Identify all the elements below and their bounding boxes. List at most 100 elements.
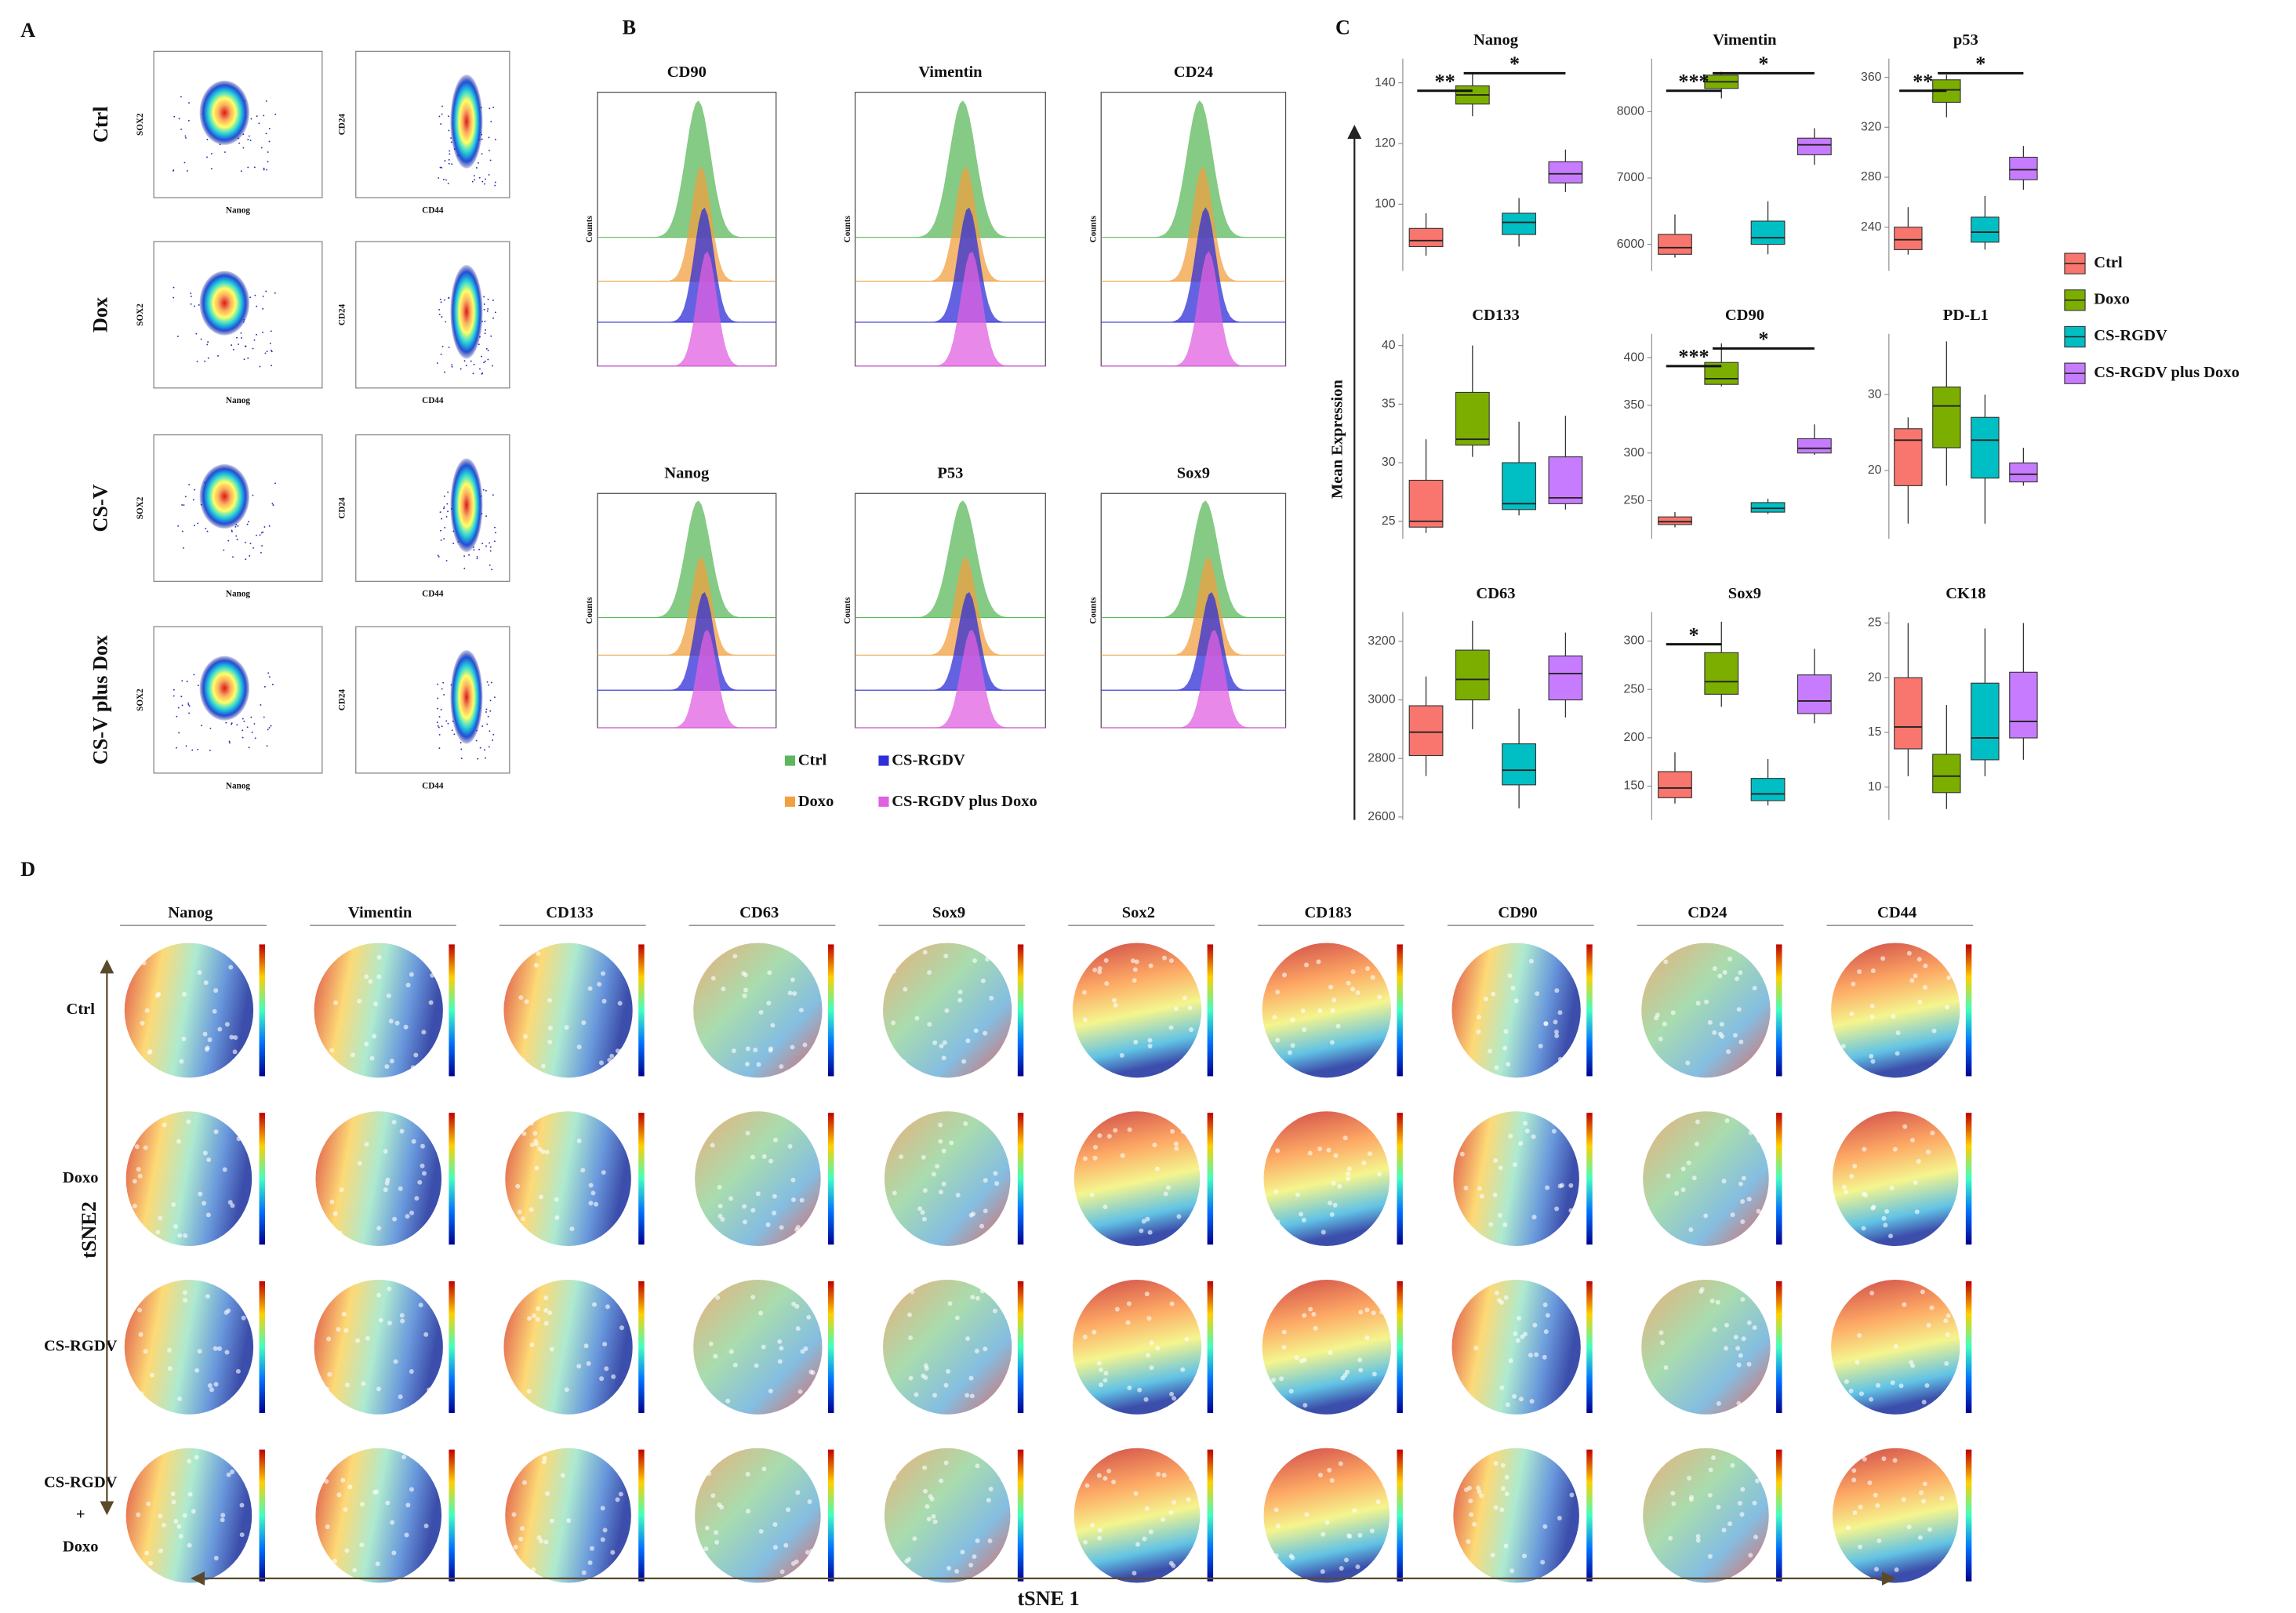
tsne-speck xyxy=(531,1567,536,1572)
tsne-speck xyxy=(1301,1217,1306,1222)
tsne-speck xyxy=(786,1507,791,1513)
tsne-speck xyxy=(132,1179,137,1184)
tsne-speck xyxy=(1553,1029,1559,1034)
tsne-speck xyxy=(1857,1332,1862,1338)
tsne-speck xyxy=(336,1327,341,1332)
tsne-speck xyxy=(1477,1186,1482,1191)
tsne-speck xyxy=(807,1499,812,1505)
tsne-speck xyxy=(1518,1141,1524,1146)
tsne-speck xyxy=(521,1131,527,1136)
tsne-speck xyxy=(1735,1346,1741,1351)
tsne-speck xyxy=(1186,1497,1191,1502)
tsne-speck xyxy=(732,954,738,959)
tsne-speck xyxy=(619,1048,624,1053)
tsne-speck xyxy=(1165,1185,1171,1190)
scatter-dot xyxy=(234,525,237,528)
tsne-speck xyxy=(384,1064,390,1070)
significance-label: ** xyxy=(1435,70,1455,93)
scatter-dot xyxy=(440,353,442,355)
tsne-speck xyxy=(745,1046,750,1052)
tsne-speck xyxy=(986,1061,992,1066)
tsne-speck xyxy=(600,1537,605,1542)
scatter-dot xyxy=(471,180,474,183)
tsne-speck xyxy=(910,1289,915,1295)
tsne-speck xyxy=(954,1315,960,1321)
tsne-speck xyxy=(213,1129,219,1135)
box xyxy=(1548,655,1583,701)
scatter-dot xyxy=(440,529,441,532)
tsne-speck xyxy=(1727,1521,1733,1527)
tsne-speck xyxy=(1926,1150,1931,1155)
tsne-speck xyxy=(1869,1054,1874,1059)
tsne-speck xyxy=(1844,1190,1849,1195)
tsne-speck xyxy=(405,1502,411,1508)
scatter-dot xyxy=(249,296,252,299)
tsne-speck xyxy=(1554,1206,1560,1212)
tsne-speck xyxy=(756,1062,761,1067)
scatter-dot xyxy=(184,496,187,498)
tsne-speck xyxy=(758,1310,764,1316)
colorbar xyxy=(259,1449,266,1582)
tsne-speck xyxy=(1364,1335,1370,1341)
tsne-speck xyxy=(329,1048,335,1053)
tsne-speck xyxy=(1113,1128,1118,1133)
tsne-speck xyxy=(779,1225,784,1230)
scatter-dot xyxy=(460,748,463,750)
y-axis-label: Mean Expression xyxy=(1328,380,1346,499)
tsne-speck xyxy=(1304,1512,1310,1517)
scatter-dot xyxy=(201,725,203,727)
tsne-speck xyxy=(537,1146,543,1152)
tsne-speck xyxy=(1127,1385,1132,1390)
tsne-speck xyxy=(770,1023,776,1028)
scatter-dot xyxy=(197,685,199,687)
scatter-dot xyxy=(177,525,180,527)
plot-title: Vimentin xyxy=(918,64,983,81)
tsne-speck xyxy=(597,982,602,987)
tsne-speck xyxy=(1513,1331,1518,1336)
y-axis-label: Counts xyxy=(1088,215,1098,242)
scatter-dot xyxy=(181,503,183,506)
tsne-speck xyxy=(983,1178,988,1183)
tsne-speck xyxy=(1895,1030,1901,1036)
scatter-dot xyxy=(254,737,256,739)
tsne-speck xyxy=(1342,1135,1348,1141)
scatter-dot xyxy=(246,726,249,728)
tsne-speck xyxy=(717,1184,722,1190)
scatter-dot xyxy=(173,695,175,697)
colorbar xyxy=(638,1281,645,1413)
panel-label: A xyxy=(20,19,35,42)
y-tick-label: 240 xyxy=(1861,220,1882,234)
scatter-dot xyxy=(190,303,192,305)
tsne-speck xyxy=(892,1476,897,1481)
tsne-speck xyxy=(1090,1522,1095,1528)
tsne-speck xyxy=(326,1336,332,1342)
scatter-dot xyxy=(441,345,444,347)
scatter-dot xyxy=(489,542,491,544)
scatter-dot xyxy=(438,747,441,750)
tsne-speck xyxy=(1930,1130,1935,1135)
tsne-speck xyxy=(938,1190,943,1195)
scatter-dot xyxy=(450,141,452,143)
colorbar xyxy=(449,1281,455,1413)
tsne-speck xyxy=(1125,1320,1131,1325)
tsne-speck xyxy=(1089,1192,1095,1197)
legend-label: CS-RGDV xyxy=(892,752,965,769)
box xyxy=(1658,771,1692,798)
tsne-speck xyxy=(1851,981,1856,986)
x-axis-label: Nanog xyxy=(226,205,250,215)
scatter-dot xyxy=(238,343,239,345)
tsne-speck xyxy=(1711,1455,1717,1460)
scatter-dot xyxy=(448,158,450,161)
histogram xyxy=(1101,165,1286,282)
tsne-speck xyxy=(1730,1212,1735,1218)
scatter-dot xyxy=(191,749,194,751)
tsne-speck xyxy=(1851,1477,1857,1483)
scatter-dot xyxy=(197,522,199,525)
tsne-speck xyxy=(1498,1165,1503,1171)
tsne-speck xyxy=(779,1569,785,1575)
tsne-speck xyxy=(1097,965,1103,971)
scatter-dot xyxy=(187,169,188,172)
tsne-speck xyxy=(1313,1325,1318,1331)
tsne-speck xyxy=(1707,1553,1713,1559)
scatter-dot xyxy=(187,702,190,704)
